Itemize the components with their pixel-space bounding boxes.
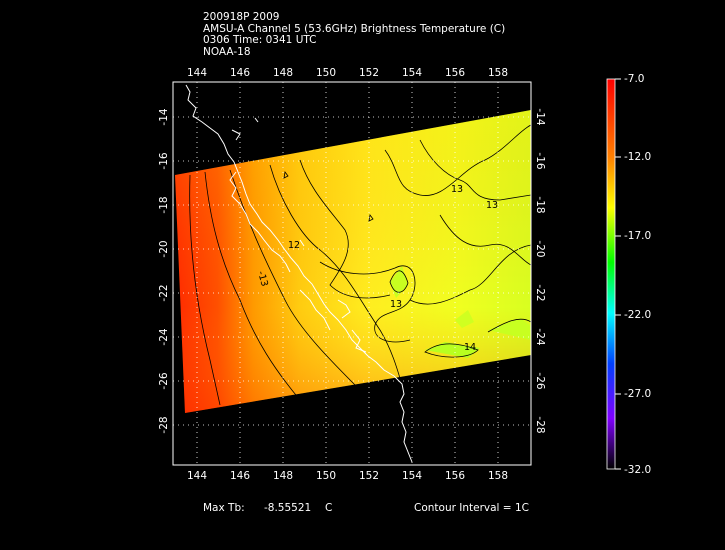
lon-tick-label-bottom: 148	[273, 470, 293, 482]
lon-tick-label-top: 146	[230, 67, 250, 79]
coastline	[185, 84, 413, 463]
max-tb-unit: C	[325, 502, 333, 514]
lat-tick-label-left: -16	[158, 152, 170, 169]
chart-title: 200918P 2009 AMSU-A Channel 5 (53.6GHz) …	[203, 11, 506, 58]
title-line-1: 200918P 2009	[203, 11, 280, 23]
lat-tick-label-right: -18	[534, 196, 546, 213]
lon-tick-label-top: 144	[187, 67, 207, 79]
contour-lines	[189, 124, 531, 409]
contour-label: 13	[390, 299, 402, 310]
lat-tick-label-right: -16	[534, 152, 546, 169]
lon-tick-label-bottom: 152	[359, 470, 379, 482]
lon-tick-label-top: 150	[316, 67, 336, 79]
lat-tick-label-right: -22	[534, 284, 546, 301]
data-swath	[175, 110, 531, 413]
lon-tick-label-top: 158	[488, 67, 508, 79]
lon-tick-label-top: 154	[402, 67, 422, 79]
contour-label: -13	[255, 270, 270, 288]
lon-tick-label-bottom: 154	[402, 470, 422, 482]
contour-label: 13	[451, 184, 463, 195]
title-line-3: 0306 Time: 0341 UTC	[203, 34, 317, 46]
lon-tick-label-bottom: 158	[488, 470, 508, 482]
colorbar-label: -12.0	[624, 151, 652, 163]
title-line-4: NOAA-18	[203, 45, 251, 58]
colorbar-label: -27.0	[624, 388, 652, 400]
contour-label: 13	[486, 200, 498, 211]
contour-interval: Contour Interval = 1C	[414, 502, 529, 514]
lat-tick-label-right: -20	[534, 240, 546, 257]
lat-tick-label-right: -28	[534, 416, 546, 433]
cool-patch	[455, 310, 474, 328]
lat-tick-label-left: -24	[158, 328, 170, 345]
cool-patch	[488, 318, 531, 340]
contour-label: 12	[288, 240, 300, 251]
lon-tick-label-top: 156	[445, 67, 465, 79]
colorbar	[606, 78, 616, 470]
lon-tick-label-top: 148	[273, 67, 293, 79]
lat-tick-label-right: -24	[534, 328, 546, 345]
max-tb-value: -8.55521	[264, 502, 312, 514]
colorbar-label: -17.0	[624, 230, 652, 242]
lon-tick-label-top: 152	[359, 67, 379, 79]
lon-tick-label-bottom: 144	[187, 470, 207, 482]
colorbar-label: -7.0	[624, 73, 645, 85]
lon-tick-label-bottom: 156	[445, 470, 465, 482]
lat-tick-label-left: -18	[158, 196, 170, 213]
lat-tick-label-left: -22	[158, 284, 170, 301]
lat-tick-label-right: -14	[534, 108, 546, 125]
lat-tick-label-left: -28	[158, 416, 170, 433]
lat-tick-label-left: -26	[158, 372, 170, 389]
contour-label: 14	[464, 342, 476, 353]
colorbar-label: -32.0	[624, 464, 652, 476]
lon-tick-label-bottom: 146	[230, 470, 250, 482]
contour-labels: 12 13 13 -13 13 14	[255, 184, 498, 353]
map-frame	[172, 81, 532, 466]
lat-tick-label-right: -26	[534, 372, 546, 389]
max-tb-label: Max Tb:	[203, 502, 245, 514]
axis-ticks: 144 144 146 146 148 148 150 150 152 152 154 154 156 1…	[158, 67, 546, 482]
lat-tick-label-left: -20	[158, 240, 170, 257]
swath-shading	[175, 110, 531, 413]
lon-tick-label-bottom: 150	[316, 470, 336, 482]
colorbar-ticks	[615, 78, 621, 470]
colorbar-label: -22.0	[624, 309, 652, 321]
title-line-2: AMSU-A Channel 5 (53.6GHz) Brightness Te…	[203, 22, 506, 35]
lat-tick-label-left: -14	[158, 108, 170, 125]
